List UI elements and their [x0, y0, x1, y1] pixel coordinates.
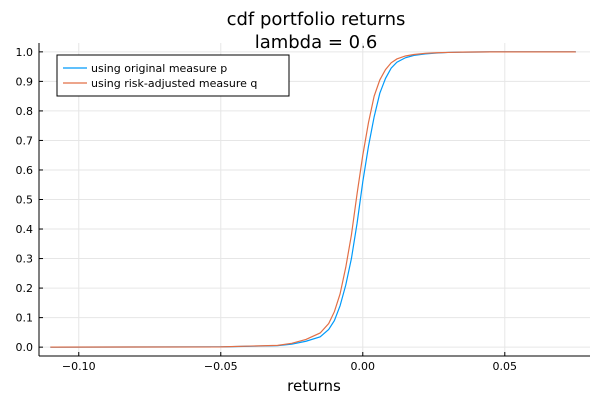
x-tick-label: −0.05 [204, 360, 238, 373]
x-tick-label: −0.10 [62, 360, 96, 373]
legend-box [56, 54, 290, 97]
y-tick-label: 0.4 [16, 223, 34, 236]
y-tick-label: 0.3 [16, 253, 34, 266]
y-tick-label: 0.6 [16, 164, 34, 177]
y-tick-label: 0.1 [16, 312, 34, 325]
legend-label-1: using original measure p [91, 62, 227, 75]
x-axis-label: returns [287, 377, 341, 395]
y-tick-label: 0.7 [16, 134, 34, 147]
x-tick-label: 0.00 [351, 360, 376, 373]
y-tick-label: 0.9 [16, 75, 34, 88]
y-tick-label: 0.8 [16, 105, 34, 118]
axis-layer: −0.10 −0.05 0.00 0.05 0.0 0.1 0.2 0.3 0.4 0.5 0.6 0… [16, 43, 590, 373]
legend-label-2: using risk-adjusted measure q [91, 77, 257, 90]
x-tick-label: 0.05 [493, 360, 518, 373]
series-layer [50, 51, 576, 348]
y-tick-label: 0.2 [16, 282, 34, 295]
chart-title: cdf portfolio returns [227, 9, 406, 30]
y-tick-label: 1.0 [16, 46, 34, 59]
y-tick-label: 0.0 [16, 341, 34, 354]
chart-subtitle: lambda = 0.6 [255, 32, 378, 53]
grid-layer [39, 43, 590, 356]
y-tick-label: 0.5 [16, 194, 34, 207]
legend: using original measure p using risk-adjus… [56, 54, 290, 97]
series-line-2 [50, 51, 576, 348]
